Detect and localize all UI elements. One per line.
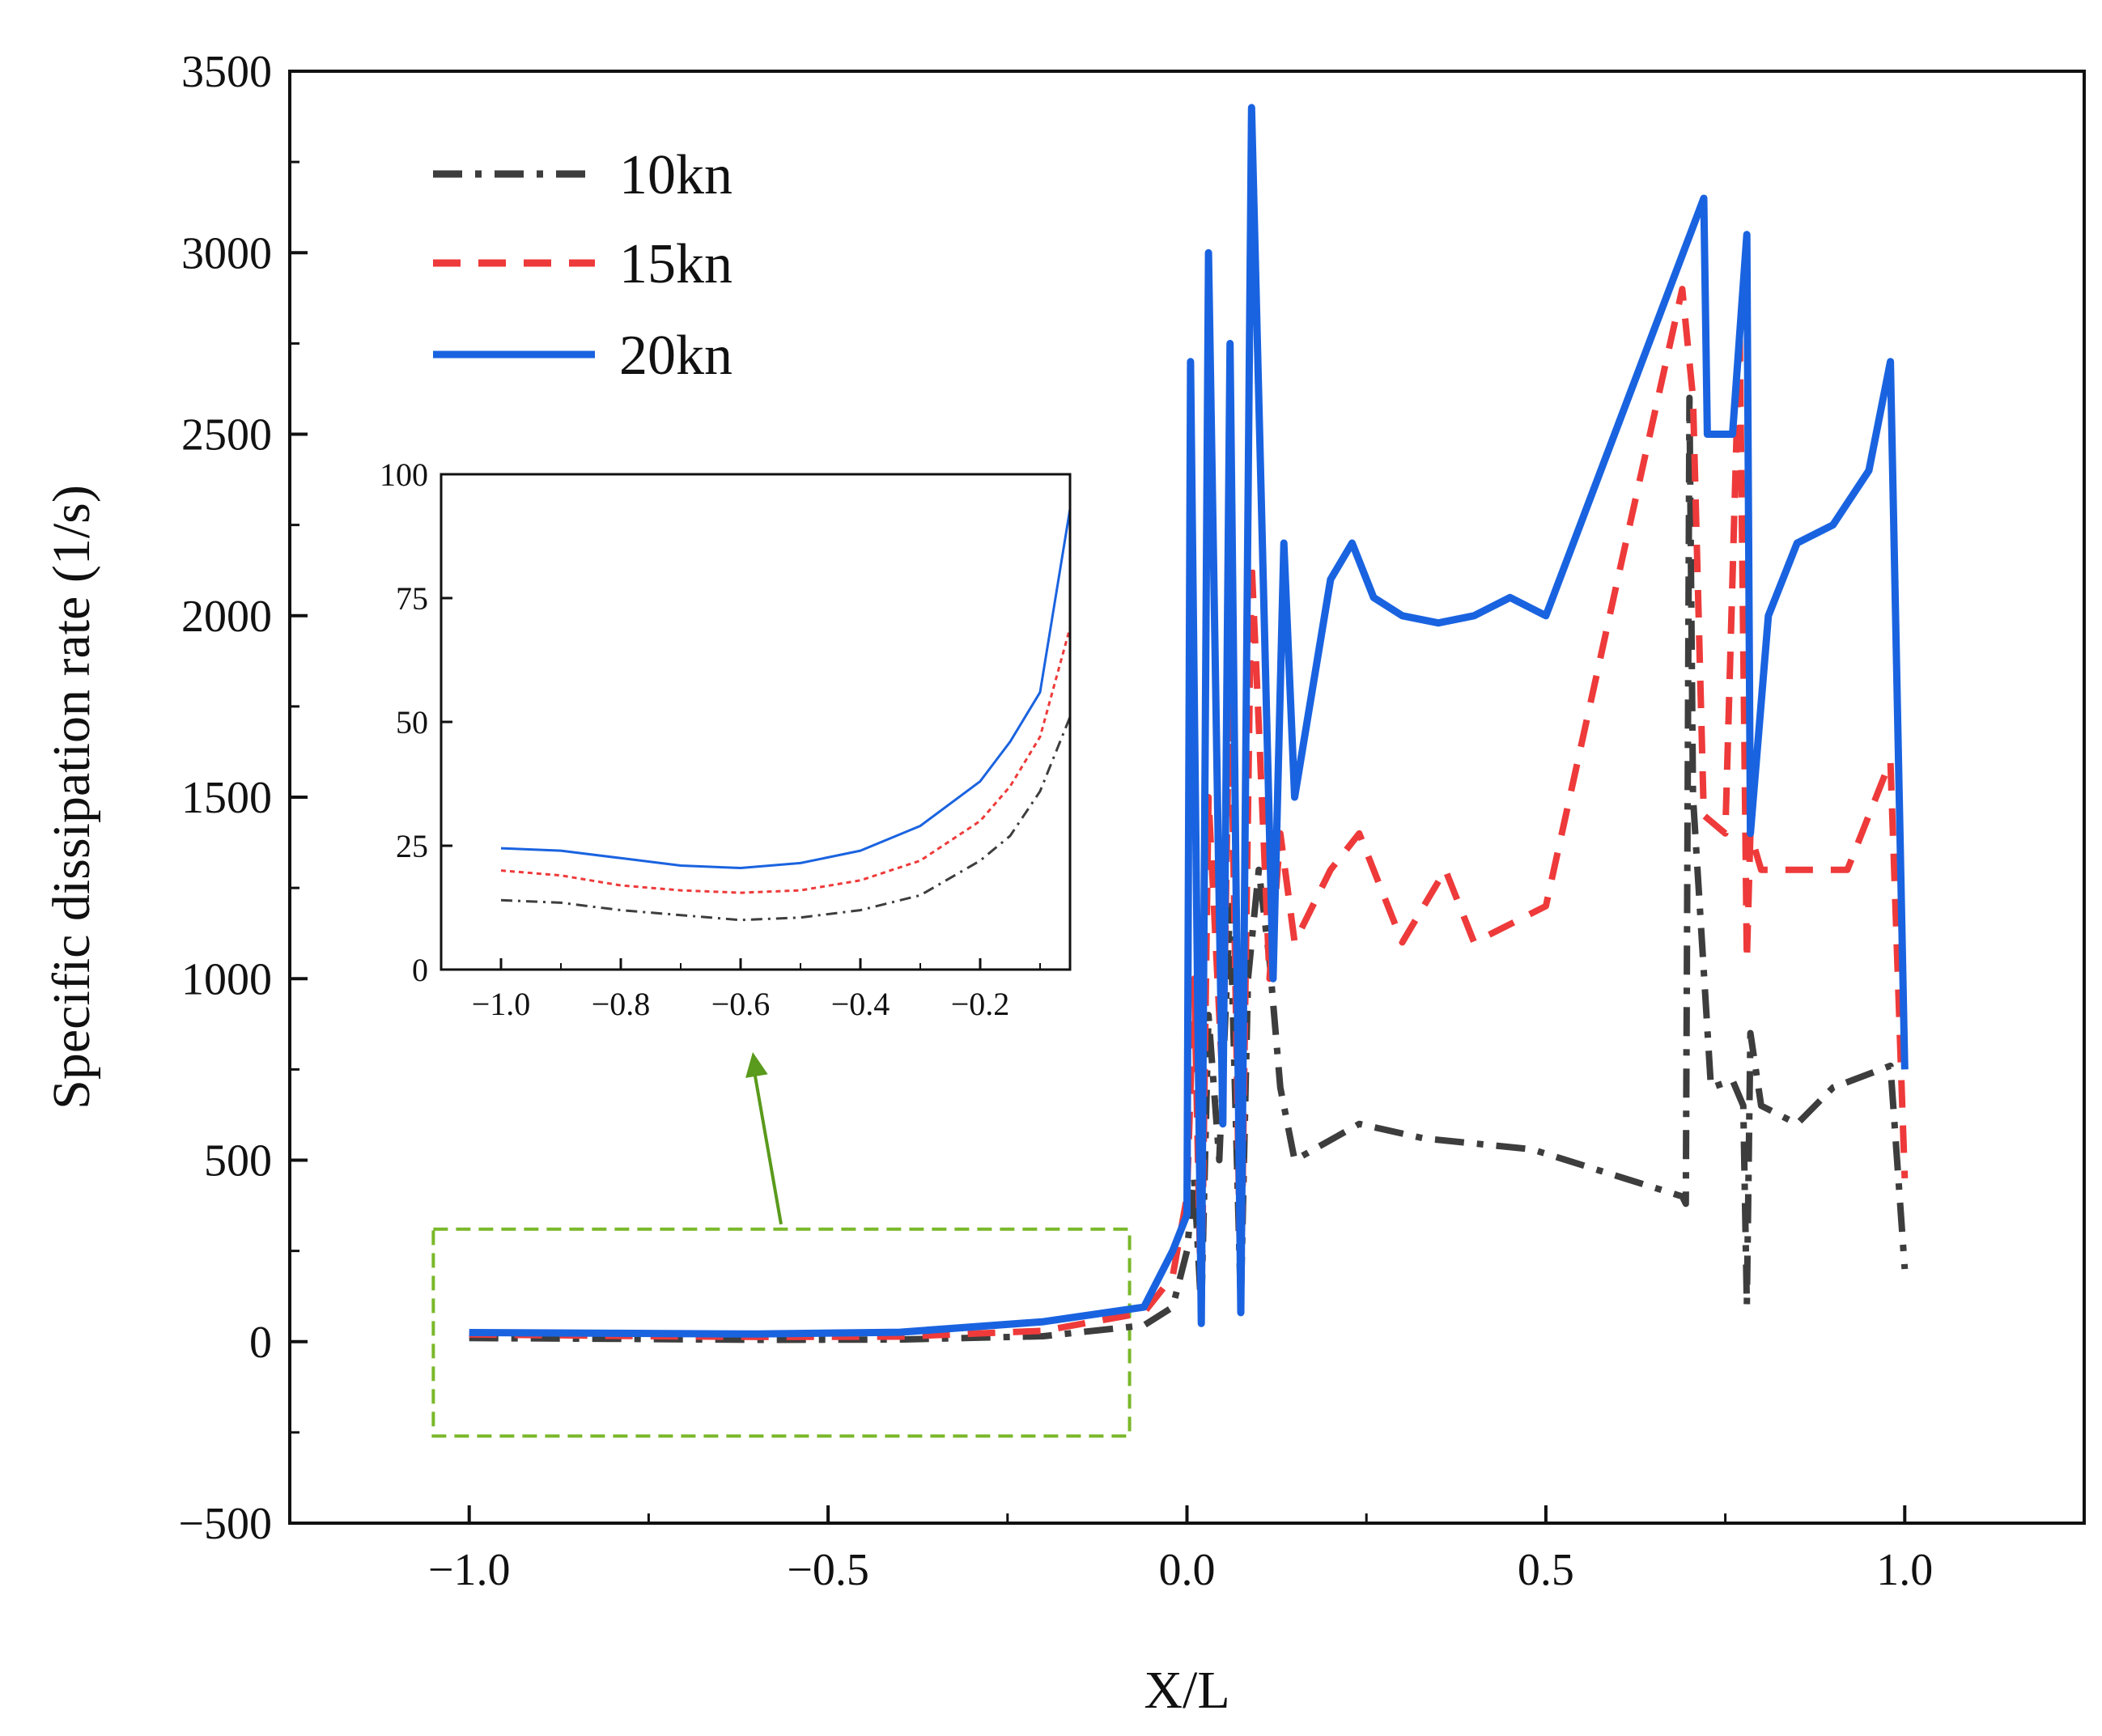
inset-x-ticks: −1.0 −0.8 −0.6 −0.4 −0.2: [440, 958, 1041, 1022]
inset-y-tick-label: 75: [396, 580, 428, 617]
y-tick-label: 2500: [181, 410, 272, 461]
inset-background: [441, 474, 1070, 970]
series-line-10kn: [469, 394, 1909, 1343]
y-tick-label: 2000: [181, 592, 272, 642]
y-tick-label: 3500: [181, 47, 272, 97]
y-tick-label: 500: [204, 1136, 272, 1186]
zoom-arrow: [753, 1071, 783, 1225]
y-tick-label: 0: [249, 1318, 272, 1368]
inset-x-tick-label: −0.6: [711, 986, 771, 1022]
main-series-group: [469, 104, 1909, 1343]
inset-x-tick-label: −0.2: [951, 986, 1010, 1022]
y-tick-label: −500: [178, 1499, 272, 1549]
inset-series-line-15kn: [500, 627, 1072, 894]
y-tick-label: 3000: [181, 228, 272, 278]
x-tick-label: 0.0: [1159, 1545, 1216, 1595]
legend-label-15kn: 15kn: [619, 233, 733, 295]
legend: 10kn 15kn 20kn: [433, 144, 733, 387]
inset-series-line-10kn: [500, 716, 1072, 922]
inset-x-tick-label: −1.0: [472, 986, 531, 1022]
inset-x-tick-label: −0.8: [592, 986, 651, 1022]
inset-y-tick-label: 0: [412, 952, 428, 988]
legend-label-10kn: 10kn: [619, 144, 733, 206]
series-line-15kn: [469, 286, 1909, 1340]
main-y-ticks: −500 0 500 1000 1500 2000 2500 3000 3500: [178, 47, 308, 1549]
y-tick-label: 1500: [181, 773, 272, 823]
y-axis-title: Specific dissipation rate (1/s): [42, 485, 101, 1110]
x-tick-label: 0.5: [1518, 1545, 1574, 1595]
zoom-region-box: [431, 1227, 1132, 1438]
x-tick-label: −1.0: [428, 1545, 511, 1595]
inset-series-line-20kn: [500, 508, 1072, 869]
inset-y-ticks: 0 25 50 75 100: [380, 456, 452, 988]
y-tick-label: 1000: [181, 954, 272, 1004]
series-line-20kn: [469, 104, 1909, 1338]
legend-label-20kn: 20kn: [619, 325, 733, 387]
zoom-arrowhead: [745, 1052, 768, 1078]
x-tick-label: −0.5: [787, 1545, 869, 1595]
main-x-ticks: −1.0 −0.5 0.0 0.5 1.0: [288, 1505, 2086, 1595]
x-axis-title: X/L: [1144, 1661, 1229, 1720]
inset-y-tick-label: 25: [396, 828, 428, 864]
inset-x-tick-label: −0.4: [831, 986, 890, 1022]
inset-chart: 0 25 50 75 100 −1.0 −0.8 −0.6 −0.4 −0.2: [380, 456, 1072, 1022]
inset-series-group: [500, 508, 1072, 922]
inset-y-tick-label: 50: [396, 704, 428, 741]
x-tick-label: 1.0: [1876, 1545, 1933, 1595]
inset-y-tick-label: 100: [380, 456, 428, 493]
